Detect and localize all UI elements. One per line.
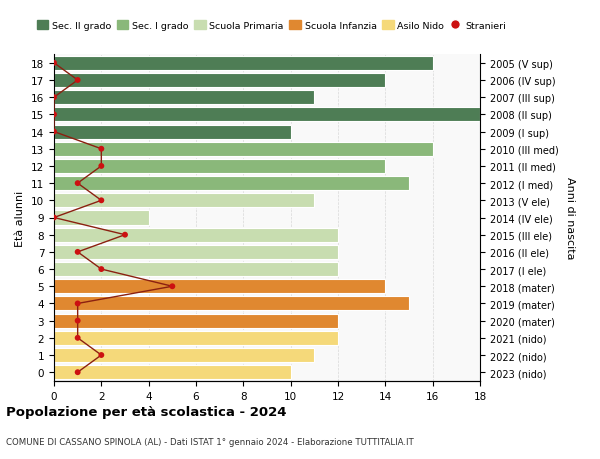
Point	[73, 180, 82, 187]
Point	[49, 112, 59, 119]
Bar	[54, 280, 385, 294]
Point	[73, 317, 82, 325]
Bar	[54, 177, 409, 191]
Bar	[54, 91, 314, 105]
Point	[120, 231, 130, 239]
Text: Popolazione per età scolastica - 2024: Popolazione per età scolastica - 2024	[6, 405, 287, 419]
Bar	[54, 331, 338, 345]
Y-axis label: Anni di nascita: Anni di nascita	[565, 177, 575, 259]
Bar	[54, 194, 314, 208]
Point	[73, 369, 82, 376]
Point	[97, 352, 106, 359]
Point	[49, 60, 59, 67]
Bar	[54, 314, 338, 328]
Bar	[54, 125, 290, 139]
Bar	[54, 160, 385, 174]
Bar	[54, 263, 338, 276]
Bar	[54, 228, 338, 242]
Bar	[54, 348, 314, 362]
Point	[73, 300, 82, 308]
Bar	[54, 365, 290, 380]
Point	[49, 214, 59, 222]
Bar	[54, 211, 149, 225]
Point	[73, 249, 82, 256]
Bar	[54, 297, 409, 311]
Text: COMUNE DI CASSANO SPINOLA (AL) - Dati ISTAT 1° gennaio 2024 - Elaborazione TUTTI: COMUNE DI CASSANO SPINOLA (AL) - Dati IS…	[6, 437, 414, 446]
Point	[167, 283, 177, 290]
Bar	[54, 108, 480, 122]
Y-axis label: Età alunni: Età alunni	[16, 190, 25, 246]
Point	[73, 335, 82, 342]
Point	[49, 94, 59, 101]
Bar	[54, 56, 433, 71]
Point	[97, 197, 106, 205]
Legend: Sec. II grado, Sec. I grado, Scuola Primaria, Scuola Infanzia, Asilo Nido, Stran: Sec. II grado, Sec. I grado, Scuola Prim…	[33, 17, 509, 34]
Point	[97, 163, 106, 170]
Point	[73, 77, 82, 84]
Point	[97, 146, 106, 153]
Bar	[54, 142, 433, 157]
Point	[97, 266, 106, 273]
Point	[49, 129, 59, 136]
Bar	[54, 245, 338, 259]
Bar	[54, 74, 385, 88]
